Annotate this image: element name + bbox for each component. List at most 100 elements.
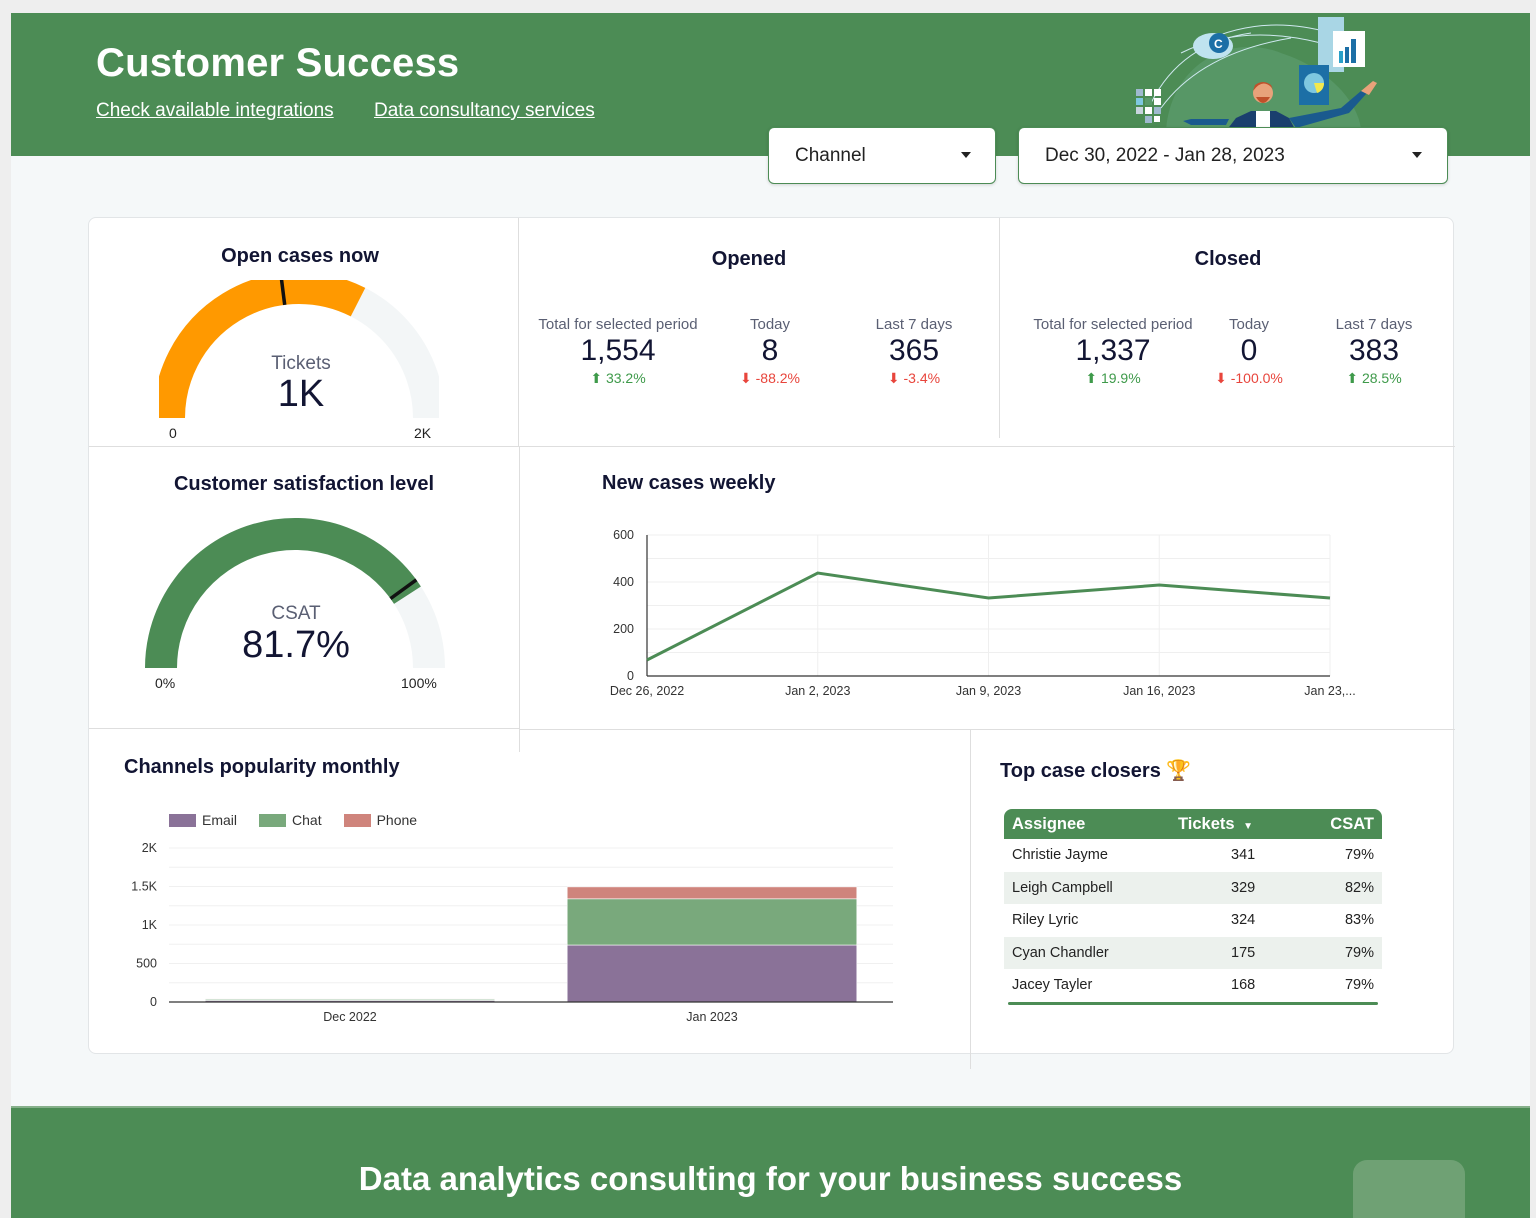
cell-assignee: Jacey Tayler: [1012, 977, 1093, 993]
arrow-up-icon: ⬆: [590, 370, 603, 386]
page-title: Customer Success: [96, 41, 460, 85]
caret-down-icon: [1412, 152, 1422, 158]
table-row[interactable]: Leigh Campbell 329 82%: [1004, 871, 1382, 904]
csat-gauge: [145, 518, 445, 669]
new-cases-title: New cases weekly: [602, 472, 776, 494]
footer-action-button[interactable]: [1353, 1160, 1465, 1218]
cell-csat: 79%: [1344, 944, 1374, 961]
svg-text:0: 0: [150, 995, 157, 1009]
integrations-link[interactable]: Check available integrations: [96, 100, 334, 121]
date-range-dropdown[interactable]: Dec 30, 2022 - Jan 28, 2023: [1018, 127, 1448, 184]
cell-csat: 79%: [1344, 847, 1374, 863]
delta-down: ⬇ -88.2%: [740, 370, 800, 386]
csat-value: 81.7%: [242, 624, 350, 666]
legend-chat[interactable]: Chat: [259, 812, 322, 828]
svg-text:Jan 9, 2023: Jan 9, 2023: [956, 684, 1021, 698]
footer-banner: Data analytics consulting for your busin…: [11, 1106, 1530, 1218]
open-cases-gauge: [159, 280, 439, 419]
dashboard-board: Open cases now Tickets 1K 0 2K Opened To…: [88, 217, 1455, 1069]
cell-assignee: Riley Lyric: [1012, 912, 1079, 928]
opened-title: Opened: [711, 248, 787, 270]
footer-text: Data analytics consulting for your busin…: [358, 1160, 1183, 1197]
arrow-up-icon: ⬆: [1085, 370, 1098, 386]
column-csat[interactable]: CSAT: [1330, 815, 1374, 833]
divider: [970, 729, 971, 1069]
channel-filter-dropdown[interactable]: Channel: [768, 127, 996, 184]
cell-csat: 79%: [1344, 977, 1374, 993]
column-tickets[interactable]: Tickets ▼: [1178, 815, 1254, 833]
cell-assignee: Christie Jayme: [1012, 847, 1108, 863]
cell-assignee: Cyan Chandler: [1012, 944, 1109, 961]
delta-up: ⬆ 28.5%: [1346, 370, 1402, 386]
divider: [519, 446, 520, 752]
cell-tickets: 324: [1231, 912, 1256, 928]
cell-tickets: 175: [1231, 944, 1256, 961]
svg-text:0: 0: [627, 669, 634, 683]
delta-up: ⬆ 19.9%: [1085, 370, 1141, 386]
table-row[interactable]: Cyan Chandler 175 79%: [1004, 936, 1382, 969]
svg-text:Dec 26, 2022: Dec 26, 2022: [610, 684, 684, 698]
top-closers-title: Top case closers 🏆: [1000, 760, 1192, 782]
channels-stacked-bar-chart: 0 500 1K 1.5K 2K Dec 2022 Jan 2023: [131, 841, 893, 1024]
table-footer-bar: [1008, 1001, 1378, 1005]
legend-phone[interactable]: Phone: [343, 812, 417, 828]
arrow-down-icon: ⬇: [740, 370, 752, 386]
csat-sublabel: CSAT: [271, 603, 321, 624]
table-row[interactable]: Riley Lyric 324 83%: [1004, 904, 1382, 937]
svg-text:400: 400: [613, 575, 634, 589]
table-row[interactable]: Jacey Tayler 168 79%: [1004, 969, 1382, 1002]
csat-min: 0%: [155, 675, 176, 691]
open-cases-sublabel: Tickets: [271, 353, 331, 374]
opened-7days-kpi: Last 7 days 365 ⬇ -3.4%: [829, 316, 999, 387]
closed-today-kpi: Today 0 ⬇ -100.0%: [1164, 316, 1334, 387]
svg-text:1K: 1K: [142, 918, 158, 932]
open-cases-title: Open cases now: [221, 245, 379, 267]
svg-text:Jan 16, 2023: Jan 16, 2023: [1123, 684, 1195, 698]
consultancy-link[interactable]: Data consultancy services: [374, 100, 595, 121]
open-cases-max: 2K: [414, 425, 432, 441]
cell-csat: 83%: [1344, 912, 1374, 928]
delta-up: ⬆ 33.2%: [590, 370, 646, 386]
legend-email[interactable]: Email: [169, 812, 237, 828]
divider: [519, 729, 1455, 730]
svg-text:C: C: [1214, 37, 1223, 51]
arrow-down-icon: ⬇: [887, 370, 900, 386]
opened-today-kpi: Today 8 ⬇ -88.2%: [685, 316, 855, 387]
top-closers-table: Assignee Tickets ▼ CSAT Christie Jayme 34…: [1004, 809, 1382, 1005]
svg-text:1.5K: 1.5K: [131, 880, 157, 894]
divider: [999, 218, 1000, 438]
delta-down: ⬇ -100.0%: [1215, 370, 1283, 386]
table-row[interactable]: Christie Jayme 341 79%: [1004, 839, 1382, 872]
trophy-icon: 🏆: [1166, 760, 1192, 782]
column-assignee[interactable]: Assignee: [1012, 815, 1086, 833]
open-cases-min: 0: [169, 425, 177, 441]
arrow-up-icon: ⬆: [1346, 370, 1359, 386]
dashboard-page: Customer Success Check available integra…: [11, 13, 1530, 1218]
channels-legend: Email Chat Phone: [169, 812, 417, 828]
cell-assignee: Leigh Campbell: [1012, 879, 1113, 896]
table-body: Christie Jayme 341 79% Leigh Campbell 329 82%…: [1004, 839, 1382, 1002]
delta-down: ⬇ -3.4%: [887, 370, 941, 386]
opened-total-kpi: Total for selected period 1,554 ⬆ 33.2%: [533, 316, 703, 387]
svg-text:600: 600: [613, 528, 634, 542]
divider: [518, 218, 519, 446]
svg-text:Jan 2, 2023: Jan 2, 2023: [785, 684, 850, 698]
svg-text:200: 200: [613, 622, 634, 636]
cell-csat: 82%: [1344, 879, 1374, 896]
svg-text:500: 500: [136, 957, 157, 971]
cell-tickets: 329: [1231, 879, 1256, 896]
svg-text:2K: 2K: [142, 841, 158, 855]
channels-title: Channels popularity monthly: [124, 756, 400, 778]
sort-desc-icon: ▼: [1243, 821, 1254, 832]
arrow-down-icon: ⬇: [1215, 370, 1227, 386]
closed-7days-kpi: Last 7 days 383 ⬆ 28.5%: [1289, 316, 1459, 387]
csat-title: Customer satisfaction level: [173, 473, 435, 495]
channel-filter-label: Channel: [795, 145, 866, 166]
cell-tickets: 168: [1231, 977, 1256, 993]
svg-text:Dec 2022: Dec 2022: [323, 1010, 377, 1024]
table-header: Assignee Tickets ▼ CSAT: [1004, 809, 1382, 839]
open-cases-value: 1K: [277, 373, 325, 415]
closed-total-kpi: Total for selected period 1,337 ⬆ 19.9%: [1028, 316, 1198, 387]
divider: [89, 446, 1455, 447]
caret-down-icon: [961, 152, 971, 158]
